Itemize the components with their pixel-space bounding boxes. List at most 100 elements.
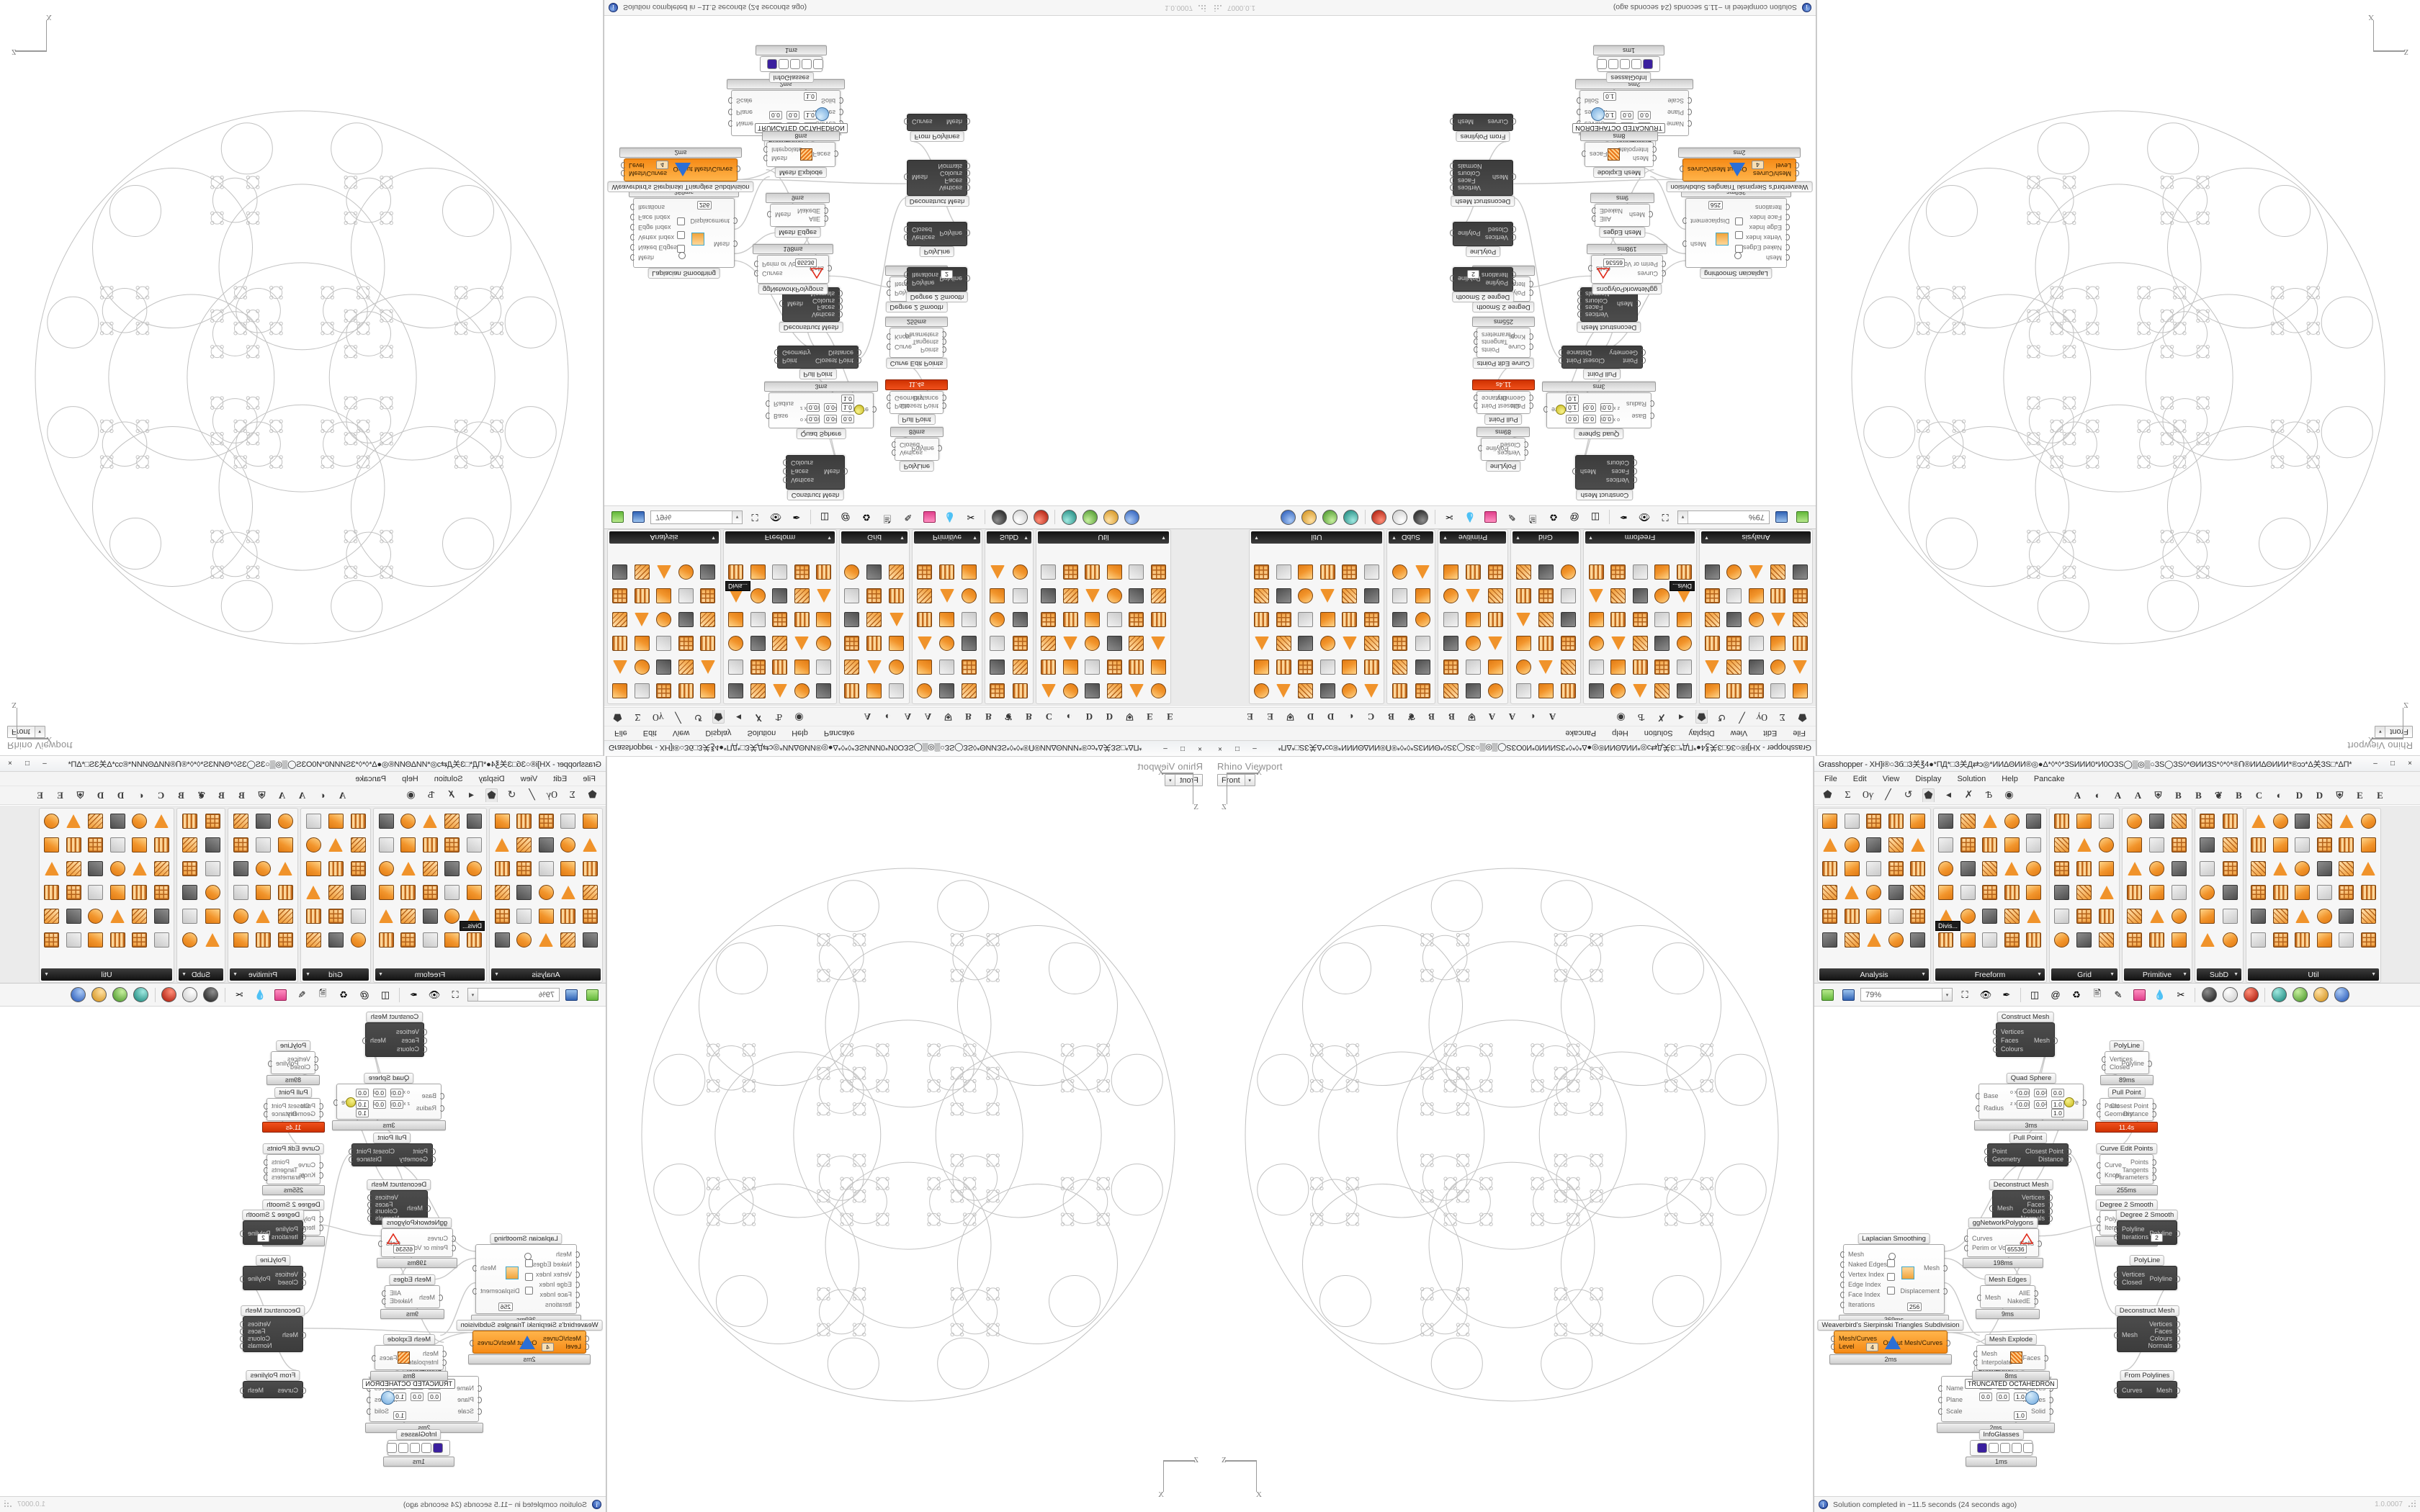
component-icon-util-6[interactable]	[130, 810, 151, 832]
node-input-grip[interactable]	[1641, 356, 1646, 364]
component-icon-grid-10[interactable]	[326, 905, 346, 927]
node-input-grip[interactable]	[1840, 1261, 1845, 1269]
component-icon-grid-8[interactable]	[864, 632, 884, 654]
node-output-curve-edit-points-0[interactable]: Points	[1482, 346, 1500, 354]
component-icon-freeform-0[interactable]	[464, 810, 485, 832]
component-icon-util-34[interactable]	[1148, 585, 1169, 607]
node-output-grip[interactable]	[1474, 338, 1479, 346]
node-input-pull-point-1-0[interactable]: Point	[1623, 356, 1638, 364]
component-icon-analysis-22[interactable]	[1886, 905, 1906, 927]
component-icon-grid-1[interactable]	[2051, 834, 2072, 856]
pink-panel-icon[interactable]	[1482, 509, 1500, 526]
component-icon-freeform-15[interactable]	[769, 608, 790, 631]
tab-letter-e-14[interactable]: E	[2357, 789, 2363, 801]
tab-params-icon[interactable]: ⬟	[613, 711, 622, 722]
node-field-quad-sphere-5[interactable]: 1.0	[1566, 403, 1579, 412]
node-input-construct-mesh-2[interactable]: Colours	[791, 459, 814, 467]
palette-caption-freeform[interactable]: Freeform ▼	[1935, 968, 2045, 981]
node-body-curve-edit-points[interactable]: Curve Knots Points Tangents Parameters	[2097, 1154, 2156, 1184]
component-icon-grid-3[interactable]	[2051, 881, 2072, 904]
node-input-grip[interactable]	[887, 333, 892, 341]
node-input-grip[interactable]	[887, 281, 892, 288]
open-file-icon[interactable]	[609, 509, 626, 526]
palette-caption-util[interactable]: Util ▼	[2248, 968, 2379, 981]
node-input-polyline-mid-0[interactable]: Vertices	[274, 1270, 298, 1278]
node-checkbox-0[interactable]	[1887, 1259, 1895, 1267]
component-icon-util-9[interactable]	[1060, 608, 1081, 631]
palette-caption-primitive[interactable]: Primitive ▼	[1440, 531, 1506, 544]
node-field-polyhedron-3[interactable]: 0.0	[428, 1392, 441, 1401]
node-input-grip[interactable]	[1984, 1156, 1989, 1163]
node-input-polyline-mid-0[interactable]: Vertices	[1484, 234, 1508, 242]
component-icon-freeform-29[interactable]	[2023, 929, 2044, 951]
palette-caption-analysis[interactable]: Analysis ▼	[1819, 968, 1929, 981]
component-icon-analysis-15[interactable]	[1746, 608, 1767, 631]
node-output-grip[interactable]	[1450, 163, 1455, 170]
component-icon-util-17[interactable]	[1317, 561, 1338, 583]
component-icon-util-24[interactable]	[1273, 680, 1294, 702]
component-icon-util-11[interactable]	[1060, 561, 1081, 583]
node-output-pull-point-2-0[interactable]: Closest Point	[900, 402, 938, 410]
node-input-polyline-top-1[interactable]: Closed	[2110, 1063, 2130, 1071]
node-body-polyhedron[interactable]: NamePlaneScaleCurvesMeshesSolid0.00.00.0…	[1572, 90, 1692, 136]
node-input-laplacian-smoothing-2[interactable]: Vertex Index	[1745, 233, 1782, 241]
node-input-laplacian-smoothing-0[interactable]: Mesh	[1765, 253, 1782, 261]
node-input-mesh-explode-1[interactable]: Interpolate	[771, 146, 802, 154]
node-output-grip[interactable]	[2151, 1166, 2156, 1174]
node-output-curve-edit-points-2[interactable]: Parameters	[2115, 1174, 2148, 1181]
tab-maths-icon[interactable]: Σ	[569, 789, 575, 801]
node-output-grip[interactable]	[264, 1103, 269, 1110]
node-laplacian-smoothing[interactable]: Laplacian Smoothing Mesh Naked Edges Vertex…	[471, 1233, 581, 1325]
component-icon-subd-8[interactable]	[1010, 632, 1031, 654]
node-ggnetworkpolygons[interactable]: ggNetworkPolygons Curves Perim or Void Cell…	[1963, 1218, 2043, 1268]
node-input-grip[interactable]	[1528, 281, 1533, 288]
component-icon-analysis-16[interactable]	[1863, 905, 1884, 927]
component-icon-util-8[interactable]	[1060, 632, 1081, 654]
menu-item-file[interactable]: File	[1824, 774, 1837, 783]
node-output-grip[interactable]	[1680, 166, 1685, 173]
node-output-pull-point-1-1[interactable]: Distance	[357, 1155, 382, 1163]
node-input-deconstruct-mesh-1-0[interactable]: Mesh	[406, 1204, 423, 1212]
component-icon-freeform-21[interactable]	[792, 608, 812, 631]
tab-letter-a-0[interactable]: A	[2074, 789, 2081, 801]
grasshopper-canvas[interactable]: Construct Mesh Vertices Faces Colours Mesh Qu…	[1814, 1007, 2420, 1496]
component-icon-util-15[interactable]	[1317, 608, 1338, 631]
node-output-grip[interactable]	[2048, 1201, 2053, 1208]
component-icon-analysis-19[interactable]	[1886, 834, 1906, 856]
component-icon-grid-7[interactable]	[1536, 656, 1556, 678]
node-ggnetworkpolygons[interactable]: ggNetworkPolygons Curves Perim or Void Cell…	[753, 244, 833, 294]
node-input-grip[interactable]	[1785, 214, 1790, 221]
node-output-pull-point-1-0[interactable]: Closest Point	[815, 356, 853, 364]
palette-caption-subd[interactable]: SubD ▼	[1389, 531, 1433, 544]
node-output-construct-mesh-0[interactable]: Mesh	[823, 468, 840, 476]
node-input-degree-2-smooth-2-0[interactable]: Polyline	[2122, 1225, 2145, 1233]
node-body-mesh-explode[interactable]: Mesh Interpolate Faces	[1582, 142, 1657, 167]
component-icon-primitive-2[interactable]	[1485, 632, 1506, 654]
node-output-grip[interactable]	[965, 163, 970, 170]
node-output-grip[interactable]	[1559, 356, 1564, 364]
node-output-polyline-top-0[interactable]: Polyline	[911, 445, 934, 453]
node-output-grip[interactable]	[2043, 1355, 2048, 1362]
node-input-ggnetworkpolygons-0[interactable]: Curves	[427, 1234, 448, 1242]
node-input-grip[interactable]	[1976, 1104, 1981, 1112]
component-icon-util-29[interactable]	[1273, 561, 1294, 583]
shade-green-icon[interactable]	[1081, 509, 1098, 526]
component-icon-analysis-27[interactable]	[1907, 881, 1928, 904]
node-perim-ggnetworkpolygons[interactable]: 65536	[2005, 1245, 2027, 1254]
node-body-polyline-mid[interactable]: Vertices Closed Polyline	[1450, 222, 1516, 246]
component-icon-freeform-23[interactable]	[1608, 561, 1628, 583]
node-input-grip[interactable]	[1785, 253, 1790, 261]
menu-item-view[interactable]: View	[1730, 729, 1748, 738]
pink-panel-icon[interactable]	[920, 509, 938, 526]
component-icon-util-35[interactable]	[1252, 561, 1273, 583]
node-input-grip[interactable]	[630, 233, 635, 240]
close-button[interactable]: ×	[8, 760, 12, 768]
node-field-polyhedron-3[interactable]: 0.0	[769, 111, 782, 120]
component-icon-util-7[interactable]	[1060, 656, 1081, 678]
node-input-grip[interactable]	[766, 400, 771, 408]
node-input-degree-2-smooth-2-0[interactable]: Polyline	[275, 1225, 298, 1233]
node-input-polyhedron-2[interactable]: Scale	[1946, 1407, 1963, 1415]
component-icon-util-10[interactable]	[1340, 585, 1361, 607]
node-field-polyhedron-5[interactable]: 1.0	[393, 1392, 406, 1401]
